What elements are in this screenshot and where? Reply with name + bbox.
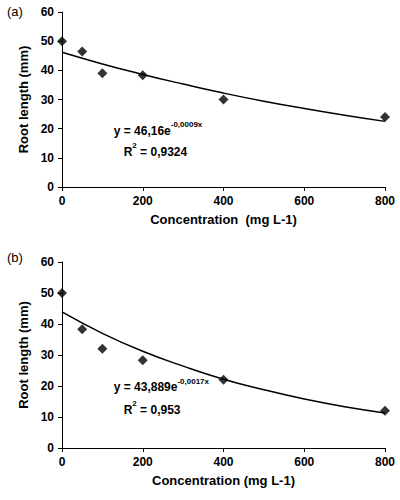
svg-text:600: 600 [294,194,314,208]
svg-text:2: 2 [132,399,137,409]
svg-text:200: 200 [133,455,153,469]
svg-text:y = 43,889e: y = 43,889e [114,380,178,394]
svg-text:40: 40 [41,63,55,77]
svg-text:200: 200 [133,194,153,208]
svg-text:30: 30 [41,348,55,362]
svg-text:40: 40 [41,317,55,331]
svg-text:30: 30 [41,93,55,107]
svg-text:-0,0017x: -0,0017x [177,377,209,386]
svg-text:y = 46,16e: y = 46,16e [114,124,171,138]
svg-text:R: R [124,145,133,159]
svg-text:2: 2 [132,141,137,150]
svg-text:10: 10 [41,151,55,165]
svg-text:0: 0 [59,194,66,208]
svg-text:10: 10 [41,410,55,424]
svg-text:-0,0009x: -0,0009x [171,120,203,129]
svg-text:60: 60 [41,255,55,269]
svg-text:400: 400 [213,455,233,469]
svg-text:800: 800 [375,455,395,469]
svg-text:20: 20 [41,379,55,393]
svg-text:600: 600 [294,455,314,469]
svg-text:50: 50 [41,34,55,48]
svg-text:= 0,953: = 0,953 [137,403,181,417]
svg-text:Root length (mm): Root length (mm) [16,46,31,154]
svg-text:400: 400 [213,194,233,208]
svg-text:0: 0 [47,180,54,194]
svg-text:(b): (b) [7,250,23,265]
svg-text:800: 800 [375,194,395,208]
svg-text:Concentration (mg L-1): Concentration (mg L-1) [152,473,295,488]
svg-text:Concentration (mg L-1): Concentration (mg L-1) [150,212,297,227]
svg-text:= 0,9324: = 0,9324 [137,145,188,159]
svg-text:20: 20 [41,122,55,136]
svg-text:(a): (a) [7,4,23,19]
svg-text:0: 0 [47,441,54,455]
svg-text:50: 50 [41,286,55,300]
svg-text:0: 0 [59,455,66,469]
svg-text:R: R [124,403,133,417]
svg-text:Root length (mm): Root length (mm) [16,301,31,409]
svg-text:60: 60 [41,5,55,19]
